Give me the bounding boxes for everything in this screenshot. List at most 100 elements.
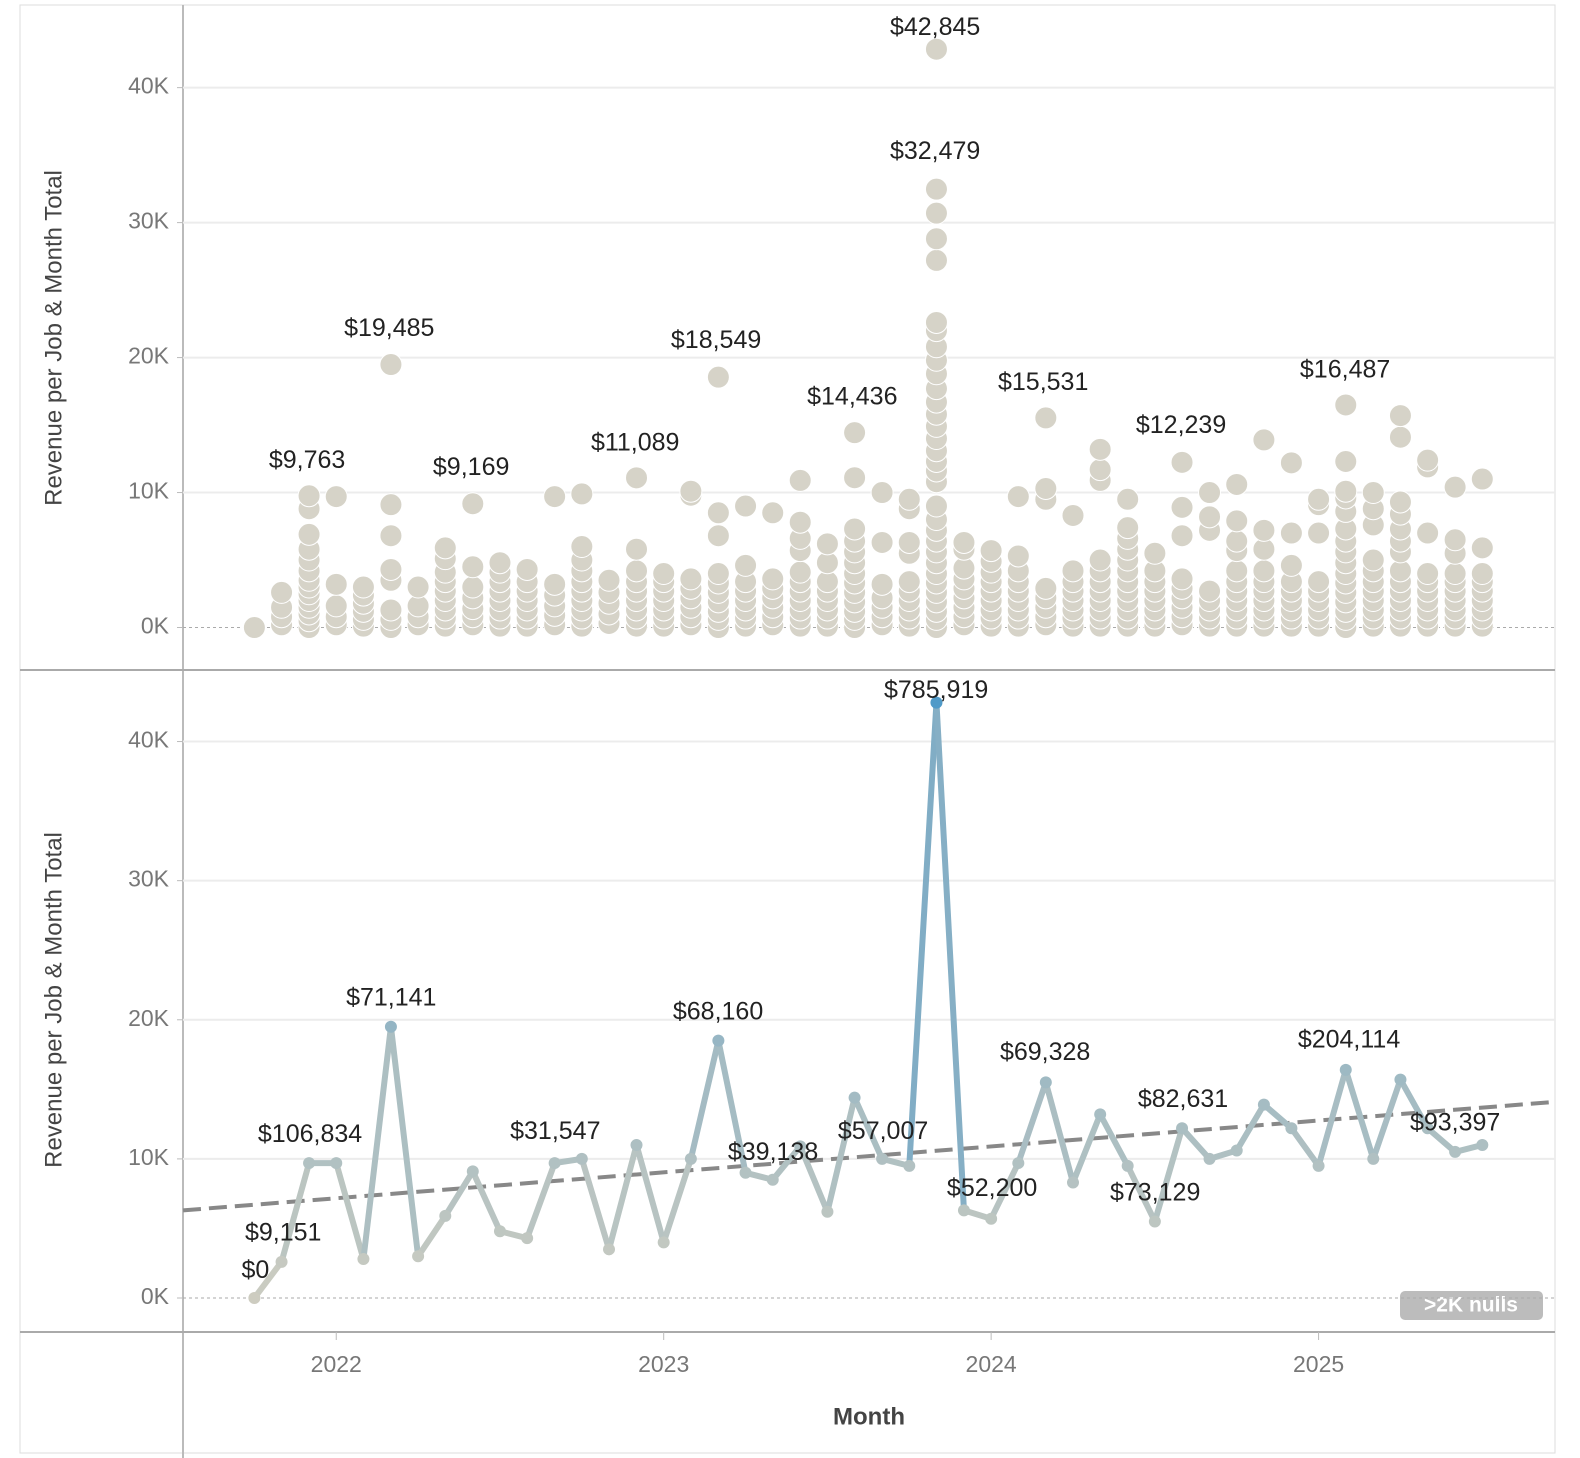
line-point xyxy=(876,1152,889,1165)
x-tick-label: 2024 xyxy=(966,1351,1017,1377)
dot xyxy=(1116,516,1140,540)
y-tick-label: 30K xyxy=(128,208,170,234)
line-point xyxy=(248,1292,261,1305)
data-label: $785,919 xyxy=(884,676,988,704)
dot xyxy=(1116,487,1140,511)
dot xyxy=(1388,490,1412,514)
dot xyxy=(1061,559,1085,583)
line-segment xyxy=(278,1160,313,1265)
data-label: $42,845 xyxy=(890,13,980,41)
dot xyxy=(897,570,921,594)
dot xyxy=(761,501,785,525)
line-point xyxy=(739,1166,752,1179)
line-segment xyxy=(1397,1076,1431,1132)
data-label: $14,436 xyxy=(807,383,897,411)
y-tick-label: 10K xyxy=(128,478,170,504)
line-point xyxy=(903,1159,916,1172)
dot xyxy=(1443,528,1467,552)
line-point xyxy=(303,1157,316,1170)
dot xyxy=(1252,559,1276,583)
dot xyxy=(1252,518,1276,542)
line-point xyxy=(1339,1063,1352,1076)
dot xyxy=(625,466,649,490)
dot xyxy=(461,575,485,599)
dot xyxy=(1307,487,1331,511)
dot xyxy=(1034,476,1058,500)
line-point xyxy=(275,1255,288,1268)
dot xyxy=(1416,521,1440,545)
line-segment xyxy=(360,1023,394,1263)
line-segment xyxy=(469,1168,503,1235)
dot xyxy=(1334,479,1358,503)
dot xyxy=(1443,475,1467,499)
data-label: $32,479 xyxy=(890,137,980,165)
dot xyxy=(924,310,948,334)
dot xyxy=(379,524,403,548)
data-label: $106,834 xyxy=(258,1120,362,1148)
dot xyxy=(1225,509,1249,533)
nulls-badge-text: >2K nulls xyxy=(1424,1294,1518,1317)
line-point xyxy=(848,1091,861,1104)
line-point xyxy=(1257,1098,1270,1111)
line-segment xyxy=(1124,1162,1158,1225)
line-point xyxy=(1476,1138,1489,1151)
line-point xyxy=(521,1232,534,1245)
line-segment xyxy=(1315,1066,1349,1169)
dot xyxy=(461,555,485,579)
dot xyxy=(1279,521,1303,545)
dot xyxy=(1252,428,1276,452)
line-point xyxy=(466,1165,479,1178)
dot xyxy=(1170,567,1194,591)
dot xyxy=(706,501,730,525)
line-point xyxy=(1203,1152,1216,1165)
line-point xyxy=(794,1140,807,1153)
line-segment xyxy=(851,1094,886,1162)
line-segment xyxy=(1260,1101,1295,1132)
dot xyxy=(488,551,512,575)
dot xyxy=(515,557,539,581)
line-segment xyxy=(1342,1066,1377,1162)
dot xyxy=(1279,451,1303,475)
dot xyxy=(1334,393,1358,417)
line-segment xyxy=(1151,1125,1186,1225)
line-point xyxy=(957,1204,970,1217)
dot xyxy=(1006,485,1030,509)
nulls-badge xyxy=(1400,1291,1543,1320)
data-label: $71,141 xyxy=(346,984,436,1012)
data-label: $68,160 xyxy=(673,997,763,1025)
dot xyxy=(570,482,594,506)
dot xyxy=(1198,481,1222,505)
dot xyxy=(1225,559,1249,583)
y-tick-label: 0K xyxy=(141,1283,170,1309)
data-label: $73,129 xyxy=(1110,1178,1200,1206)
line-segment xyxy=(1288,1125,1322,1169)
line-point xyxy=(1285,1122,1298,1135)
line-point xyxy=(1230,1144,1243,1157)
data-label: $19,485 xyxy=(344,314,434,342)
dot xyxy=(379,493,403,517)
dot xyxy=(870,481,894,505)
line-point xyxy=(575,1152,588,1165)
line-point xyxy=(1012,1157,1025,1170)
data-label: $9,763 xyxy=(269,446,345,474)
dot xyxy=(1198,579,1222,603)
dot xyxy=(897,530,921,554)
dot xyxy=(843,421,867,445)
dot xyxy=(324,572,348,596)
trend-line xyxy=(182,1099,1556,1213)
dot xyxy=(924,248,948,272)
line-segment xyxy=(1179,1125,1213,1162)
dot xyxy=(1361,481,1385,505)
line-point xyxy=(930,696,943,709)
dot xyxy=(1470,536,1494,560)
data-label: $204,114 xyxy=(1298,1025,1401,1053)
dot xyxy=(625,537,649,561)
frame xyxy=(19,4,1556,1454)
data-label: $18,549 xyxy=(671,326,761,354)
line-point xyxy=(357,1253,370,1266)
line-segment xyxy=(715,1037,749,1176)
dot xyxy=(1170,450,1194,474)
dot xyxy=(1361,548,1385,572)
dot xyxy=(1388,404,1412,428)
